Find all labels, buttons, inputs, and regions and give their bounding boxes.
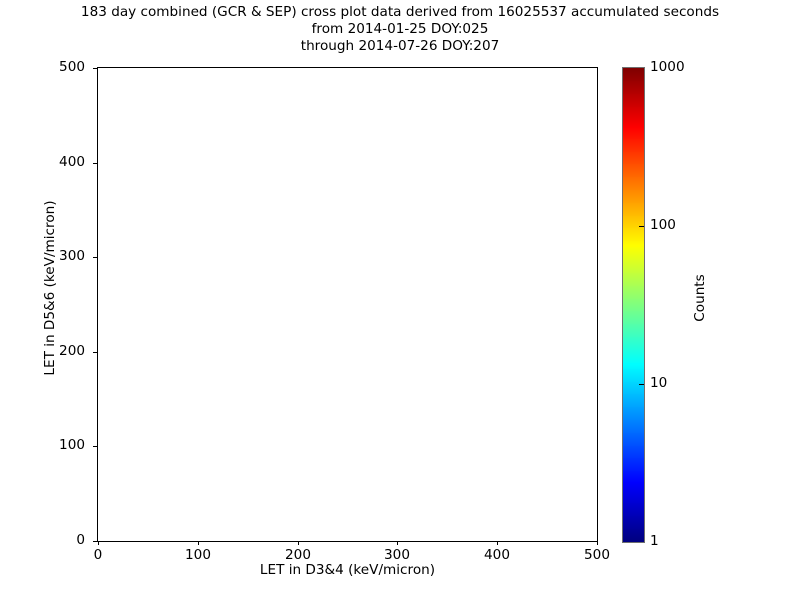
x-tick-mark <box>298 541 299 545</box>
colorbar-tick-label: 1 <box>650 533 659 549</box>
x-tick-mark <box>98 541 99 545</box>
y-tick-label: 100 <box>59 437 85 453</box>
y-tick-label: 0 <box>76 532 85 548</box>
chart-title: 183 day combined (GCR & SEP) cross plot … <box>0 4 800 55</box>
y-tick-mark <box>93 68 97 69</box>
y-tick-label: 400 <box>59 154 85 170</box>
y-tick-mark <box>93 352 97 353</box>
y-tick-label: 200 <box>59 343 85 359</box>
colorbar-label: Counts <box>692 274 708 322</box>
y-tick-mark <box>93 446 97 447</box>
colorbar-tick-mark <box>639 226 644 227</box>
colorbar-tick-label: 10 <box>650 375 668 391</box>
y-tick-mark <box>93 541 97 542</box>
x-tick-label: 500 <box>584 547 610 563</box>
colorbar-gradient <box>623 68 644 542</box>
colorbar-tick-mark <box>639 384 644 385</box>
y-tick-mark <box>93 163 97 164</box>
y-tick-label: 500 <box>59 59 85 75</box>
x-tick-mark <box>198 541 199 545</box>
y-tick-mark <box>93 257 97 258</box>
colorbar-tick-label: 100 <box>650 217 676 233</box>
colorbar-tick-label: 1000 <box>650 59 685 75</box>
x-tick-label: 300 <box>384 547 410 563</box>
y-tick-label: 300 <box>59 248 85 264</box>
x-tick-mark <box>597 541 598 545</box>
y-axis-label: LET in D5&6 (keV/micron) <box>42 200 58 376</box>
chart-title-line-3: through 2014-07-26 DOY:207 <box>300 38 500 54</box>
chart-title-line-1: 183 day combined (GCR & SEP) cross plot … <box>80 4 720 20</box>
chart-title-line-2: from 2014-01-25 DOY:025 <box>311 21 489 37</box>
x-tick-label: 200 <box>285 547 311 563</box>
colorbar-frame <box>622 67 645 543</box>
x-tick-label: 400 <box>484 547 510 563</box>
plot-axes-frame <box>97 67 598 542</box>
x-axis-label: LET in D3&4 (keV/micron) <box>259 562 436 578</box>
x-tick-label: 0 <box>93 547 103 563</box>
x-tick-label: 100 <box>185 547 211 563</box>
x-tick-mark <box>497 541 498 545</box>
x-tick-mark <box>397 541 398 545</box>
